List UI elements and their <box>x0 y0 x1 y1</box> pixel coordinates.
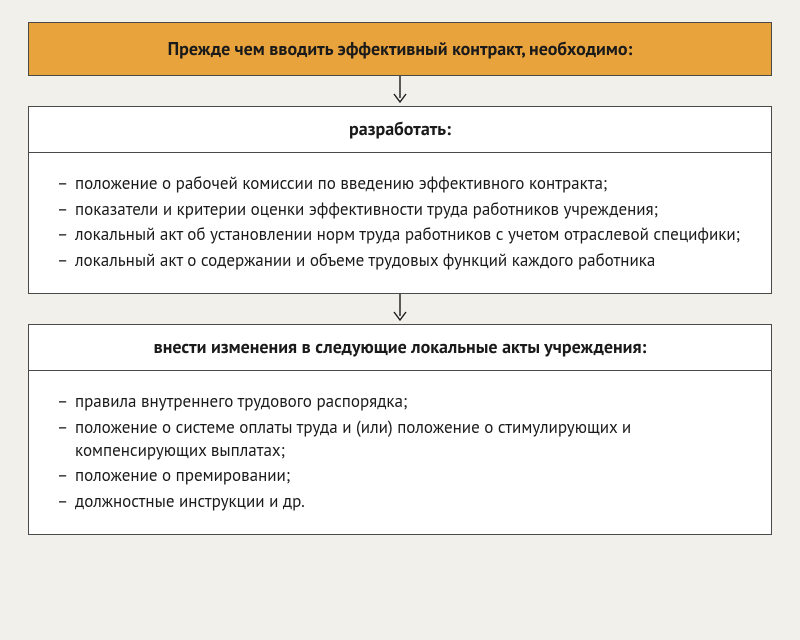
arrow-1 <box>28 76 772 106</box>
panel-amend-title: внести изменения в следующие локальные а… <box>29 325 771 370</box>
list-item: положение о рабочей комиссии по введению… <box>57 172 743 195</box>
panel-develop-body: положение о рабочей комиссии по введению… <box>29 153 771 294</box>
list-item: положение о системе оплаты труда и (или)… <box>57 416 743 462</box>
list-item: показатели и критерии оценки эффективнос… <box>57 198 743 221</box>
flow-header-text: Прежде чем вводить эффективный контракт,… <box>168 37 633 60</box>
panel-develop: разработать: положение о рабочей комисси… <box>28 106 772 294</box>
panel-develop-title-text: разработать: <box>349 117 451 140</box>
list-item: локальный акт об установлении норм труда… <box>57 223 743 246</box>
panel-amend-body: правила внутреннего трудового распорядка… <box>29 371 771 535</box>
list-item: положение о премировании; <box>57 464 743 487</box>
panel-develop-title: разработать: <box>29 107 771 152</box>
panel-amend: внести изменения в следующие локальные а… <box>28 324 772 535</box>
list-item: локальный акт о содержании и объеме труд… <box>57 249 743 272</box>
list-item: должностные инструкции и др. <box>57 490 743 513</box>
flow-canvas: Прежде чем вводить эффективный контракт,… <box>0 0 800 640</box>
list-item: правила внутреннего трудового распорядка… <box>57 390 743 413</box>
flow-header: Прежде чем вводить эффективный контракт,… <box>28 22 772 76</box>
arrow-2 <box>28 294 772 324</box>
panel-amend-title-text: внести изменения в следующие локальные а… <box>154 335 647 358</box>
